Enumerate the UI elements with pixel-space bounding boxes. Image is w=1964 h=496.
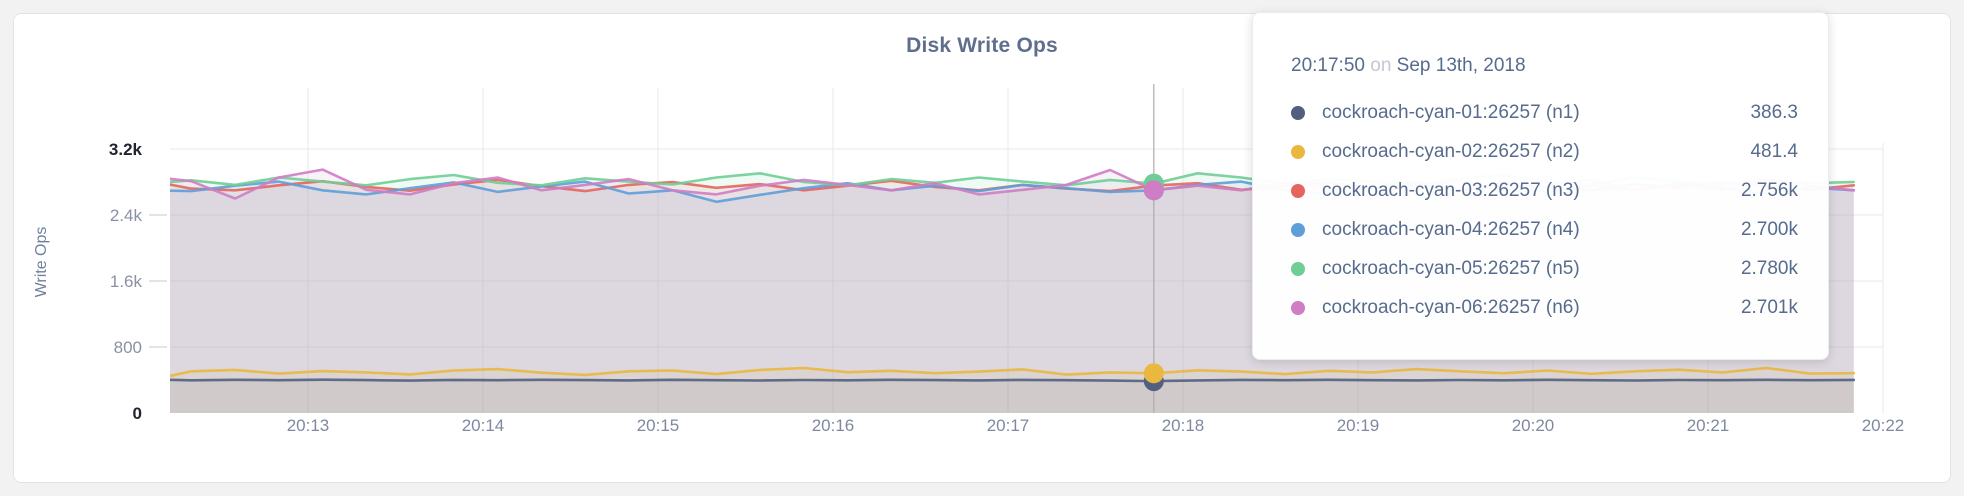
tooltip-row: cockroach-cyan-02:26257 (n2) 481.4 — [1291, 132, 1798, 171]
tooltip-time: 20:17:50 — [1291, 55, 1365, 76]
series-color-dot — [1291, 300, 1305, 315]
series-value: 2.756k — [1740, 179, 1798, 201]
y-axis-tick-label: 2.4k — [110, 206, 143, 225]
tooltip-row: cockroach-cyan-05:26257 (n5) 2.780k — [1291, 249, 1798, 288]
series-value: 2.780k — [1740, 257, 1798, 279]
tooltip-row: cockroach-cyan-03:26257 (n3) 2.756k — [1291, 171, 1798, 210]
series-value: 2.700k — [1740, 218, 1798, 240]
x-axis-tick-label: 20:19 — [1337, 416, 1380, 435]
series-value: 386.3 — [1750, 101, 1798, 123]
series-color-dot — [1291, 105, 1305, 120]
x-axis-tick-label: 20:13 — [287, 416, 330, 435]
hover-point — [1143, 363, 1164, 384]
series-line — [170, 366, 1856, 378]
y-axis-tick-label: 800 — [114, 338, 142, 357]
series-name: cockroach-cyan-04:26257 (n4) — [1322, 218, 1580, 240]
y-axis-tick-label: 0 — [133, 404, 142, 423]
y-axis-title: Write Ops — [33, 227, 50, 298]
x-axis-tick-label: 20:15 — [637, 416, 680, 435]
x-axis-tick-label: 20:17 — [987, 416, 1030, 435]
series-name: cockroach-cyan-06:26257 (n6) — [1322, 296, 1580, 318]
series-value: 481.4 — [1750, 140, 1798, 162]
tooltip-timestamp: 20:17:50 on Sep 13th, 2018 — [1291, 53, 1798, 79]
tooltip-row: cockroach-cyan-06:26257 (n6) 2.701k — [1291, 288, 1798, 327]
chart-title: Disk Write Ops — [906, 34, 1058, 57]
series-color-dot — [1291, 261, 1305, 276]
x-axis-tick-label: 20:20 — [1512, 416, 1555, 435]
x-axis: 20:13 20:14 20:15 20:16 20:17 20:18 20:1… — [287, 416, 1905, 435]
tooltip-row: cockroach-cyan-01:26257 (n1) 386.3 — [1291, 93, 1798, 132]
y-axis-tick-label: 3.2k — [109, 140, 143, 159]
series-value: 2.701k — [1740, 296, 1798, 318]
series-name: cockroach-cyan-02:26257 (n2) — [1322, 140, 1580, 162]
hover-point — [1143, 180, 1164, 201]
x-axis-tick-label: 20:22 — [1862, 416, 1905, 435]
tooltip-date: Sep 13th, 2018 — [1396, 55, 1526, 76]
series-name: cockroach-cyan-05:26257 (n5) — [1322, 257, 1580, 279]
tooltip-separator: on — [1370, 55, 1392, 76]
series-color-dot — [1291, 222, 1305, 237]
y-axis-tick-label: 1.6k — [110, 272, 143, 291]
chart-tooltip: 20:17:50 on Sep 13th, 2018 cockroach-cya… — [1252, 12, 1829, 360]
hover-markers — [1143, 173, 1164, 392]
x-axis-tick-label: 20:21 — [1687, 416, 1730, 435]
tooltip-row: cockroach-cyan-04:26257 (n4) 2.700k — [1291, 210, 1798, 249]
x-axis-tick-label: 20:14 — [462, 416, 505, 435]
x-axis-tick-label: 20:18 — [1162, 416, 1205, 435]
y-axis: Write Ops 0 800 1.6k 2.4k 3.2k — [33, 140, 143, 423]
series-color-dot — [1291, 183, 1305, 198]
series-name: cockroach-cyan-03:26257 (n3) — [1322, 179, 1580, 201]
x-axis-tick-label: 20:16 — [812, 416, 855, 435]
series-color-dot — [1291, 144, 1305, 159]
series-area — [170, 379, 1854, 413]
series-line — [170, 378, 1856, 383]
series-name: cockroach-cyan-01:26257 (n1) — [1322, 101, 1580, 123]
